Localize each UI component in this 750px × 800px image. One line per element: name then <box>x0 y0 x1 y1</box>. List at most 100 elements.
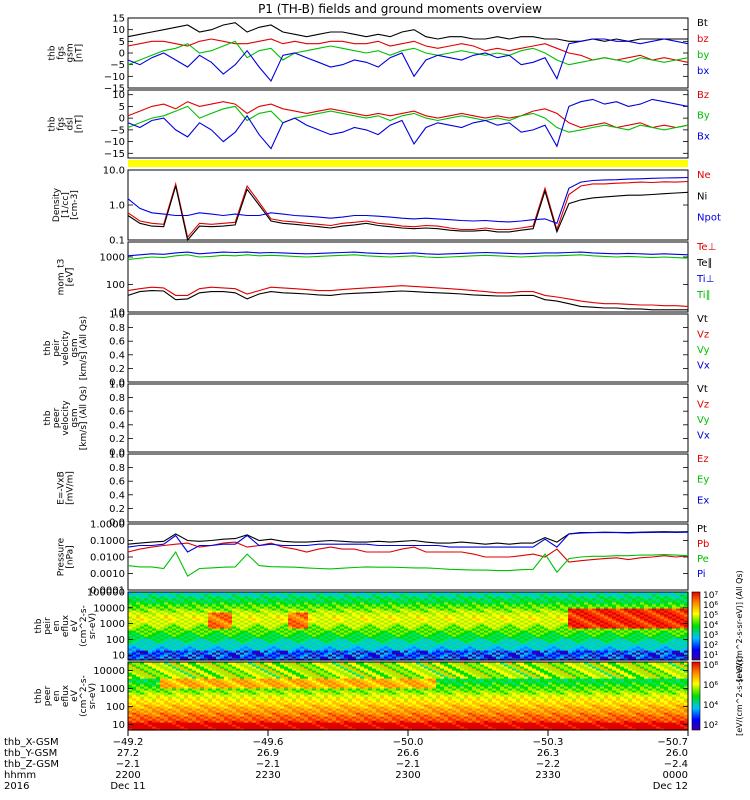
legend-label-Vz: Vz <box>697 400 709 411</box>
spectrogram-cell <box>600 598 605 601</box>
spectrogram-cell <box>576 602 581 605</box>
spectrogram-cell <box>272 630 277 633</box>
spectrogram-cell <box>460 614 465 617</box>
spectrogram-cell <box>640 622 645 625</box>
spectrogram-cell <box>648 620 653 623</box>
spectrogram-cell <box>612 620 617 623</box>
spectrogram-cell <box>236 644 241 647</box>
spectrogram-cell <box>488 598 493 601</box>
spectrogram-cell <box>364 594 369 597</box>
spectrogram-cell <box>276 624 281 627</box>
spectrogram-cell <box>264 632 269 635</box>
spectrogram-cell <box>140 654 145 657</box>
spectrogram-cell <box>472 612 477 615</box>
spectrogram-cell <box>392 628 397 631</box>
spectrogram-cell <box>432 632 437 635</box>
spectrogram-cell <box>180 630 185 633</box>
spectrogram-cell <box>620 622 625 625</box>
spectrogram-cell <box>276 594 281 597</box>
spectrogram-cell <box>300 632 305 635</box>
spectrogram-cell <box>512 640 517 643</box>
spectrogram-cell <box>472 628 477 631</box>
spectrogram-cell <box>340 636 345 639</box>
spectrogram-cell <box>292 632 297 635</box>
spectrogram-cell <box>516 632 521 635</box>
spectrogram-cell <box>376 658 381 661</box>
spectrogram-cell <box>640 630 645 633</box>
spectrogram-cell <box>316 604 321 607</box>
spectrogram-cell <box>224 632 229 635</box>
spectrogram-cell <box>392 592 397 595</box>
y-label-line: [nT] <box>75 115 85 133</box>
spectrogram-cell <box>340 652 345 655</box>
spectrogram-cell <box>468 626 473 629</box>
spectrogram-cell <box>608 636 613 639</box>
spectrogram-cell <box>196 644 201 647</box>
spectrogram-cell <box>232 644 237 647</box>
spectrogram-cell <box>432 638 437 641</box>
spectrogram-cell <box>220 608 225 611</box>
spectrogram-cell <box>552 640 557 643</box>
spectrogram-cell <box>332 638 337 641</box>
spectrogram-cell <box>168 592 173 595</box>
spectrogram-cell <box>444 622 449 625</box>
spectrogram-cell <box>260 592 265 595</box>
spectrogram-cell <box>160 626 165 629</box>
spectrogram-cell <box>584 630 589 633</box>
spectrogram-cell <box>388 650 393 653</box>
spectrogram-cell <box>668 640 673 643</box>
spectrogram-cell <box>144 656 149 659</box>
spectrogram-cell <box>572 652 577 655</box>
spectrogram-cell <box>388 644 393 647</box>
spectrogram-cell <box>464 610 469 613</box>
spectrogram-cell <box>260 602 265 605</box>
spectrogram-cell <box>180 606 185 609</box>
spectrogram-cell <box>216 640 221 643</box>
spectrogram-cell <box>192 652 197 655</box>
spectrogram-cell <box>228 612 233 615</box>
spectrogram-cell <box>376 610 381 613</box>
spectrogram-cell <box>248 628 253 631</box>
spectrogram-cell <box>376 604 381 607</box>
spectrogram-cell <box>288 610 293 613</box>
spectrogram-cell <box>656 630 661 633</box>
spectrogram-cell <box>552 646 557 649</box>
spectrogram-cell <box>192 612 197 615</box>
spectrogram-cell <box>432 644 437 647</box>
spectrogram-cell <box>492 618 497 621</box>
spectrogram-cell <box>512 636 517 639</box>
spectrogram-cell <box>468 622 473 625</box>
y-tick-label: −15 <box>104 149 125 160</box>
spectrogram-cell <box>652 608 657 611</box>
spectrogram-cell <box>296 608 301 611</box>
spectrogram-cell <box>192 604 197 607</box>
spectrogram-cell <box>444 600 449 603</box>
spectrogram-cell <box>452 632 457 635</box>
spectrogram-cell <box>152 634 157 637</box>
spectrogram-cell <box>580 606 585 609</box>
spectrogram-cell <box>360 600 365 603</box>
spectrogram-cell <box>296 648 301 651</box>
spectrogram-cell <box>616 606 621 609</box>
spectrogram-cell <box>668 594 673 597</box>
spectrogram-cell <box>652 618 657 621</box>
spectrogram-cell <box>188 646 193 649</box>
spectrogram-cell <box>304 616 309 619</box>
spectrogram-cell <box>576 596 581 599</box>
spectrogram-cell <box>664 596 669 599</box>
spectrogram-cell <box>652 596 657 599</box>
spectrogram-cell <box>416 622 421 625</box>
spectrogram-cell <box>196 656 201 659</box>
spectrogram-cell <box>300 646 305 649</box>
spectrogram-cell <box>252 654 257 657</box>
spectrogram-cell <box>520 642 525 645</box>
spectrogram-cell <box>328 654 333 657</box>
spectrogram-cell <box>308 598 313 601</box>
spectrogram-cell <box>556 634 561 637</box>
spectrogram-cell <box>440 642 445 645</box>
spectrogram-cell <box>156 606 161 609</box>
spectrogram-cell <box>460 592 465 595</box>
spectrogram-cell <box>372 640 377 643</box>
spectrogram-cell <box>504 620 509 623</box>
